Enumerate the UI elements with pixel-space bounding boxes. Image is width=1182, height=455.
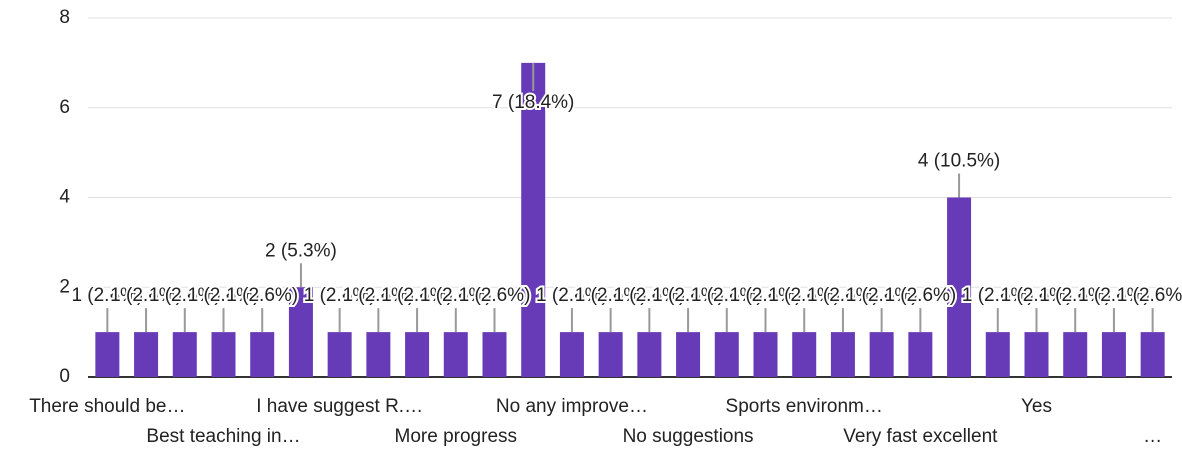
bar <box>327 332 352 377</box>
value-label: 1 (2.6%) <box>575 285 647 306</box>
value-label: 1 (2.6%) <box>459 285 531 306</box>
x-tick-label: Yes <box>1021 396 1052 417</box>
bar <box>598 332 623 377</box>
bar <box>1063 332 1088 377</box>
bar <box>482 332 507 377</box>
bar <box>366 332 391 377</box>
x-tick-label: Best teaching in… <box>146 426 300 447</box>
bar <box>134 332 159 377</box>
y-tick-label: 8 <box>59 7 70 28</box>
bar <box>869 332 894 377</box>
bar <box>172 332 197 377</box>
value-label: 1 (2.6%) <box>304 285 376 306</box>
value-label: 1 (2.6%) <box>652 285 724 306</box>
x-tick-label: Very fast excellent <box>843 426 998 447</box>
bar <box>985 332 1010 377</box>
value-label: 1 (2.6%) <box>846 285 918 306</box>
value-label: 1 (2.6%) <box>149 285 221 306</box>
value-label: 1 (2.6%) <box>768 285 840 306</box>
bar <box>947 197 972 377</box>
value-label: 1 (2.6%) <box>1039 285 1111 306</box>
value-label: 1 (2.6%) <box>730 285 802 306</box>
value-label: 1 (2.6%) <box>71 285 143 306</box>
bar <box>521 62 546 377</box>
bar <box>250 332 275 377</box>
y-tick-label: 4 <box>59 187 70 208</box>
value-label: 1 (2.6%) <box>226 285 298 306</box>
bar <box>908 332 933 377</box>
y-tick-label: 0 <box>59 366 70 387</box>
value-label: 1 (2.6%) <box>420 285 492 306</box>
value-label: 1 (2.6%) <box>691 285 763 306</box>
value-label: 2 (5.3%) <box>265 240 337 261</box>
bar <box>1024 332 1049 377</box>
x-tick-label: More progress <box>395 426 518 447</box>
x-tick-label: Sports environm… <box>726 396 883 417</box>
bar <box>288 287 313 377</box>
bar <box>405 332 430 377</box>
value-label: 1 (2.6%) <box>110 285 182 306</box>
bar <box>792 332 817 377</box>
value-label: 1 (2.6%) <box>1117 285 1182 306</box>
bar <box>1140 332 1165 377</box>
value-label: 1 (2.6%) <box>884 285 956 306</box>
bar <box>1101 332 1126 377</box>
bar <box>714 332 739 377</box>
value-label: 4 (10.5%) <box>918 151 1000 172</box>
x-tick-label: There should be… <box>29 396 185 417</box>
value-label: 1 (2.6%) <box>1078 285 1150 306</box>
value-label: 1 (2.6%) <box>188 285 260 306</box>
value-label: 7 (18.4%) <box>492 92 574 113</box>
value-label: 1 (2.6%) <box>381 285 453 306</box>
x-tick-label: No any improve… <box>496 396 648 417</box>
bar <box>211 332 236 377</box>
bar <box>676 332 701 377</box>
value-label: 1 (2.6%) <box>807 285 879 306</box>
y-tick-label: 2 <box>59 276 70 297</box>
bar <box>637 332 662 377</box>
bar <box>95 332 120 377</box>
value-label: 1 (2.6%) <box>1001 285 1073 306</box>
value-label: 1 (2.6%) <box>342 285 414 306</box>
value-label: 1 (2.6%) <box>613 285 685 306</box>
bar <box>559 332 584 377</box>
bar <box>443 332 468 377</box>
value-label: 1 (2.6%) <box>962 285 1034 306</box>
y-tick-label: 6 <box>59 97 70 118</box>
x-tick-label: … <box>1143 426 1162 447</box>
x-tick-label: I have suggest R.… <box>256 396 423 417</box>
x-tick-label: No suggestions <box>623 426 754 447</box>
bar <box>753 332 778 377</box>
bar <box>830 332 855 377</box>
value-label: 1 (2.6%) <box>536 285 608 306</box>
